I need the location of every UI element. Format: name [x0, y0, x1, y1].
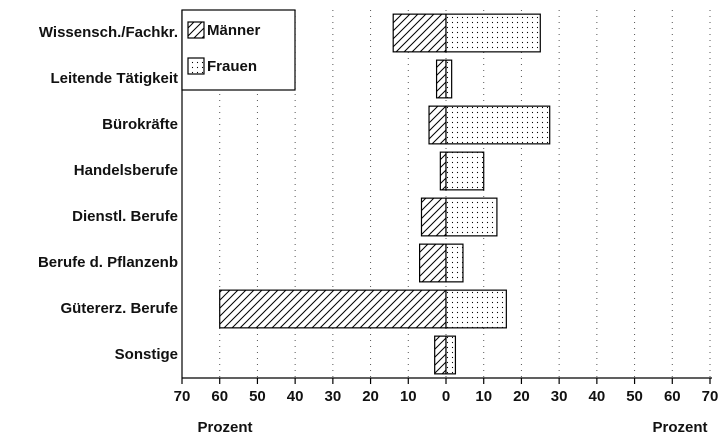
bar [445, 151, 485, 191]
bar [439, 151, 447, 191]
legend-box [181, 9, 296, 91]
y-tick-label: Wissensch./Fachkr. [39, 24, 178, 41]
x-tick-label: 60 [211, 388, 228, 405]
x-tick-label: 40 [589, 388, 606, 405]
x-tick-label: 10 [475, 388, 492, 405]
legend-swatch [187, 57, 205, 75]
y-tick-label: Leitende Tätigkeit [50, 70, 178, 87]
bar [428, 105, 447, 145]
y-tick-label: Handelsberufe [74, 162, 178, 179]
x-tick-label: 70 [174, 388, 191, 405]
bar [419, 243, 447, 283]
x-axis-label: Prozent [197, 419, 252, 436]
legend-swatch [187, 21, 205, 39]
bar [434, 335, 447, 375]
x-tick-label: 70 [702, 388, 719, 405]
x-tick-label: 30 [551, 388, 568, 405]
y-tick-label: Sonstige [115, 346, 178, 363]
x-tick-label: 20 [513, 388, 530, 405]
x-tick-label: 50 [249, 388, 266, 405]
bar [445, 197, 498, 237]
bar [420, 197, 447, 237]
x-axis-label: Prozent [652, 419, 707, 436]
y-tick-label: Berufe d. Pflanzenb [38, 254, 178, 271]
x-tick-label: 50 [626, 388, 643, 405]
x-tick-label: 0 [442, 388, 450, 405]
x-tick-label: 60 [664, 388, 681, 405]
y-tick-label: Gütererz. Berufe [60, 300, 178, 317]
y-tick-label: Bürokräfte [102, 116, 178, 133]
y-tick-label: Dienstl. Berufe [72, 208, 178, 225]
bar [445, 13, 541, 53]
bar [435, 59, 447, 99]
bar [392, 13, 447, 53]
bar [445, 243, 464, 283]
x-tick-label: 10 [400, 388, 417, 405]
x-tick-label: 40 [287, 388, 304, 405]
bar [219, 289, 447, 329]
x-tick-label: 20 [362, 388, 379, 405]
bar [445, 335, 457, 375]
legend-label: Frauen [207, 58, 257, 75]
bar [445, 105, 551, 145]
legend-label: Männer [207, 22, 261, 39]
bar [445, 289, 507, 329]
x-tick-label: 30 [325, 388, 342, 405]
bar [445, 59, 453, 99]
